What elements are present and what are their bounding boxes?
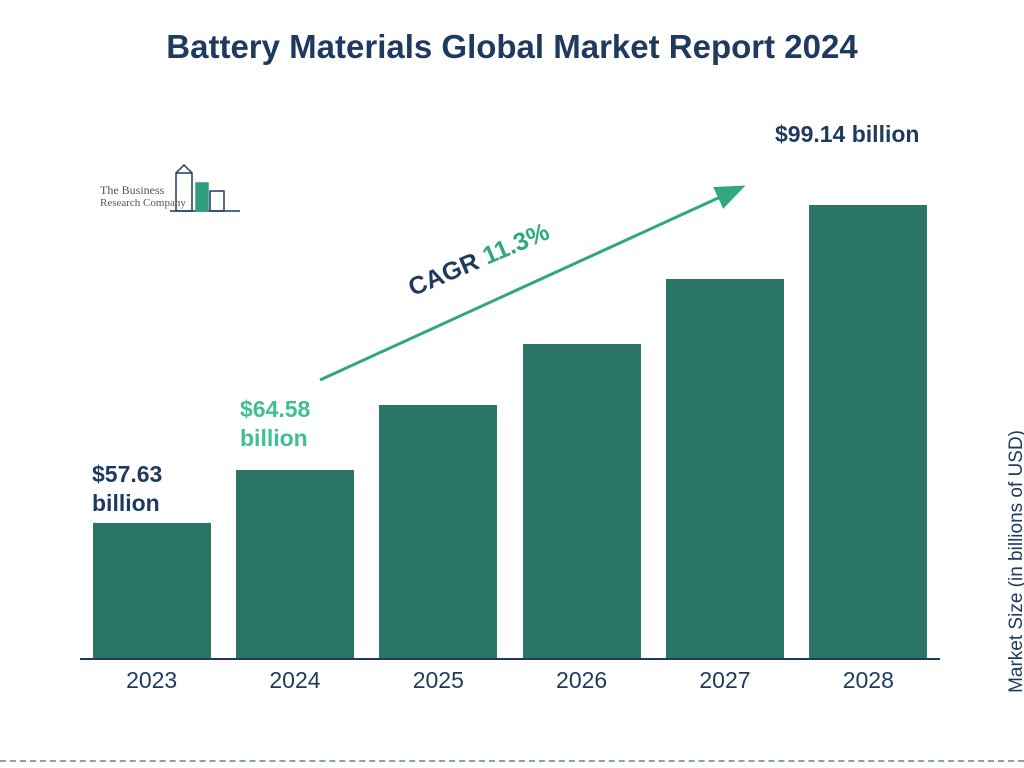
bar-slot: 2025 xyxy=(378,405,498,658)
x-tick-label: 2028 xyxy=(808,667,928,694)
x-tick-label: 2026 xyxy=(522,667,642,694)
y-axis-label: Market Size (in billions of USD) xyxy=(1006,430,1024,693)
bar xyxy=(236,470,354,658)
chart-title-text: Battery Materials Global Market Report 2… xyxy=(166,28,857,65)
x-tick-label: 2023 xyxy=(92,667,212,694)
x-tick-label: 2027 xyxy=(665,667,785,694)
bar-chart: 202320242025202620272028 xyxy=(80,130,940,690)
x-tick-label: 2024 xyxy=(235,667,355,694)
value-label: $99.14 billion xyxy=(775,120,919,149)
bar xyxy=(666,279,784,658)
bar-slot: 2023 xyxy=(92,523,212,658)
bar xyxy=(809,205,927,658)
value-label: $57.63billion xyxy=(92,460,162,518)
bar-slot: 2026 xyxy=(522,344,642,658)
value-label: $64.58billion xyxy=(240,395,310,453)
bar-slot: 2027 xyxy=(665,279,785,658)
bar-slot: 2028 xyxy=(808,205,928,658)
chart-title: Battery Materials Global Market Report 2… xyxy=(0,28,1024,66)
x-axis-line xyxy=(80,658,940,660)
x-tick-label: 2025 xyxy=(378,667,498,694)
bar xyxy=(93,523,211,658)
bar-slot: 2024 xyxy=(235,470,355,658)
footer-dashed-line xyxy=(0,760,1024,762)
y-axis-label-text: Market Size (in billions of USD) xyxy=(1006,430,1024,693)
bar xyxy=(523,344,641,658)
bar xyxy=(379,405,497,658)
